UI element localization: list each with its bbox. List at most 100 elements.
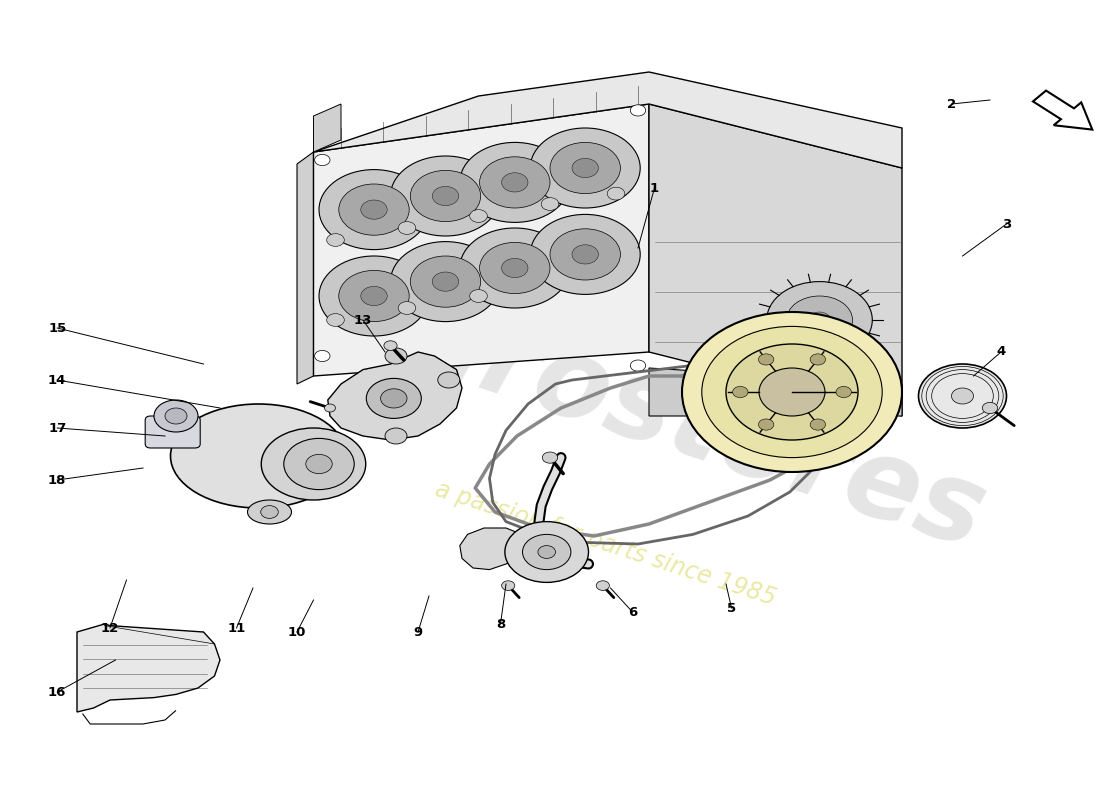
Circle shape (596, 581, 609, 590)
Polygon shape (328, 352, 462, 440)
Text: 4: 4 (997, 346, 1005, 358)
Circle shape (810, 419, 825, 430)
Text: 16: 16 (48, 686, 66, 698)
Text: 9: 9 (414, 626, 422, 638)
Circle shape (733, 386, 748, 398)
Circle shape (366, 378, 421, 418)
Circle shape (398, 222, 416, 234)
Polygon shape (314, 72, 902, 168)
Circle shape (538, 546, 556, 558)
Circle shape (327, 234, 344, 246)
Circle shape (786, 296, 852, 344)
Circle shape (460, 228, 570, 308)
Circle shape (410, 170, 481, 222)
Circle shape (470, 290, 487, 302)
Ellipse shape (262, 428, 365, 500)
Circle shape (339, 270, 409, 322)
FancyArrow shape (1033, 90, 1092, 130)
Circle shape (390, 242, 501, 322)
Text: 5: 5 (727, 602, 736, 614)
Polygon shape (314, 104, 649, 376)
Circle shape (982, 402, 998, 414)
Text: a passion for parts since 1985: a passion for parts since 1985 (431, 478, 779, 610)
Circle shape (918, 364, 1007, 428)
Circle shape (284, 438, 354, 490)
Circle shape (505, 522, 588, 582)
Circle shape (384, 341, 397, 350)
Circle shape (572, 245, 598, 264)
Circle shape (607, 187, 625, 200)
Circle shape (630, 105, 646, 116)
Circle shape (502, 258, 528, 278)
Text: 13: 13 (354, 314, 372, 326)
Circle shape (319, 170, 429, 250)
Circle shape (702, 326, 882, 458)
Circle shape (952, 388, 974, 404)
Circle shape (324, 404, 336, 412)
Circle shape (306, 454, 332, 474)
Circle shape (530, 128, 640, 208)
Polygon shape (460, 528, 534, 570)
Polygon shape (77, 624, 220, 712)
Circle shape (410, 256, 481, 307)
Circle shape (480, 242, 550, 294)
Circle shape (502, 173, 528, 192)
Circle shape (361, 286, 387, 306)
Circle shape (327, 314, 344, 326)
Circle shape (550, 142, 620, 194)
Circle shape (398, 302, 416, 314)
Text: 12: 12 (101, 622, 119, 634)
Circle shape (758, 354, 774, 365)
Circle shape (460, 142, 570, 222)
Circle shape (630, 360, 646, 371)
Circle shape (758, 419, 773, 430)
Circle shape (767, 282, 872, 358)
Text: 6: 6 (628, 606, 637, 618)
Text: eurostores: eurostores (321, 261, 999, 571)
Text: 1: 1 (650, 182, 659, 194)
Circle shape (165, 408, 187, 424)
Polygon shape (314, 104, 341, 152)
Circle shape (726, 344, 858, 440)
Circle shape (541, 198, 559, 210)
Text: 17: 17 (48, 422, 66, 434)
Text: 11: 11 (228, 622, 245, 634)
Circle shape (315, 350, 330, 362)
Circle shape (154, 400, 198, 432)
Circle shape (810, 354, 825, 365)
Circle shape (339, 184, 409, 235)
Circle shape (480, 157, 550, 208)
Circle shape (381, 389, 407, 408)
Circle shape (530, 214, 640, 294)
Circle shape (808, 312, 830, 328)
Circle shape (542, 452, 558, 463)
Text: 10: 10 (288, 626, 306, 638)
Circle shape (319, 256, 429, 336)
Circle shape (385, 348, 407, 364)
Circle shape (432, 272, 459, 291)
Circle shape (836, 386, 851, 398)
Polygon shape (297, 152, 313, 384)
Text: 2: 2 (947, 98, 956, 110)
Circle shape (470, 210, 487, 222)
Text: 3: 3 (1002, 218, 1011, 230)
Circle shape (502, 581, 515, 590)
Text: 15: 15 (48, 322, 66, 334)
Circle shape (522, 534, 571, 570)
Circle shape (315, 154, 330, 166)
Ellipse shape (170, 404, 346, 508)
Text: 8: 8 (496, 618, 505, 630)
Polygon shape (649, 368, 902, 416)
Circle shape (385, 428, 407, 444)
Circle shape (261, 506, 278, 518)
Circle shape (438, 372, 460, 388)
Text: 18: 18 (48, 474, 66, 486)
Ellipse shape (248, 500, 292, 524)
Circle shape (759, 368, 825, 416)
Circle shape (550, 229, 620, 280)
Circle shape (361, 200, 387, 219)
Circle shape (432, 186, 459, 206)
Polygon shape (649, 104, 902, 416)
FancyBboxPatch shape (145, 416, 200, 448)
Circle shape (572, 158, 598, 178)
